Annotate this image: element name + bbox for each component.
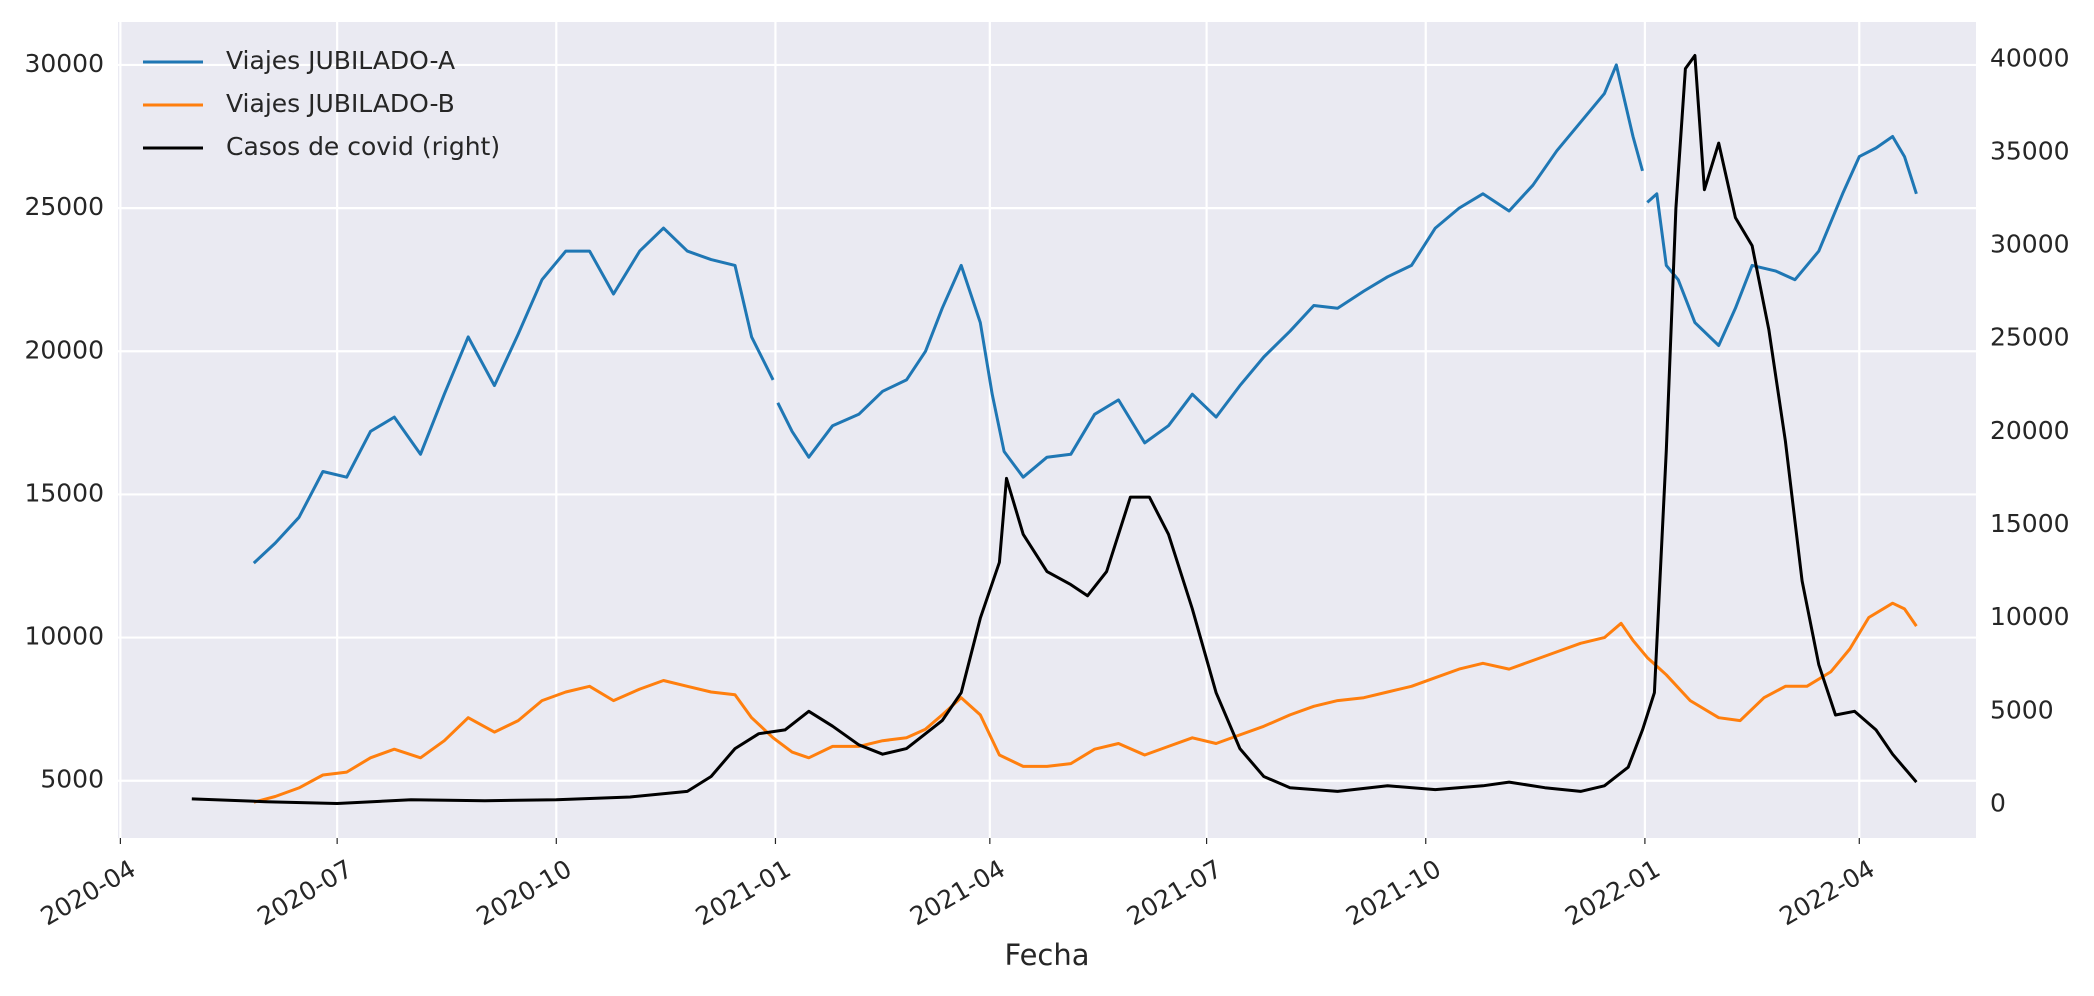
y-tick-label: 5000 [40, 765, 104, 794]
series-line [191, 54, 1918, 805]
x-tick-label: 2020-07 [252, 854, 357, 931]
series-line [776, 63, 1644, 479]
y-tick-label: 30000 [24, 49, 104, 78]
y-tick-label: 10000 [24, 622, 104, 651]
series-layer [191, 54, 1918, 805]
legend-label: Viajes JUBILADO-A [226, 46, 455, 75]
y-tick-label: 15000 [24, 478, 104, 507]
legend-label: Casos de covid (right) [226, 132, 500, 161]
x-axis: 2020-04 2020-07 2020-10 2021-01 2021-04 2021-… [36, 838, 1880, 931]
y-axis-left: 5000 10000 15000 20000 25000 30000 [24, 49, 104, 794]
y2-tick-label: 20000 [1990, 416, 2070, 445]
y2-tick-label: 0 [1990, 788, 2006, 817]
series-line [252, 226, 775, 565]
y2-tick-label: 25000 [1990, 323, 2070, 352]
x-tick-label: 2021-07 [1122, 854, 1227, 931]
y-tick-label: 25000 [24, 192, 104, 221]
y2-tick-label: 30000 [1990, 230, 2070, 259]
legend: Viajes JUBILADO-A Viajes JUBILADO-B Casos … [143, 46, 500, 161]
x-tick-label: 2021-01 [691, 854, 796, 931]
x-tick-label: 2021-10 [1341, 854, 1446, 931]
x-tick-label: 2020-10 [472, 854, 577, 931]
y-axis-right: 0 5000 10000 15000 20000 25000 30000 35000 40000 [1990, 43, 2070, 817]
y2-tick-label: 35000 [1990, 136, 2070, 165]
series-line [253, 601, 1918, 804]
x-tick-label: 2020-04 [36, 854, 141, 931]
y2-tick-label: 15000 [1990, 509, 2070, 538]
legend-label: Viajes JUBILADO-B [226, 89, 455, 118]
x-tick-label: 2022-04 [1775, 854, 1880, 931]
x-axis-label: Fecha [1004, 938, 1089, 972]
y2-tick-label: 10000 [1990, 602, 2070, 631]
x-tick-label: 2021-04 [905, 854, 1010, 931]
y2-tick-label: 40000 [1990, 43, 2070, 72]
y2-tick-label: 5000 [1990, 695, 2054, 724]
x-tick-label: 2022-01 [1560, 854, 1665, 931]
y-tick-label: 20000 [24, 335, 104, 364]
